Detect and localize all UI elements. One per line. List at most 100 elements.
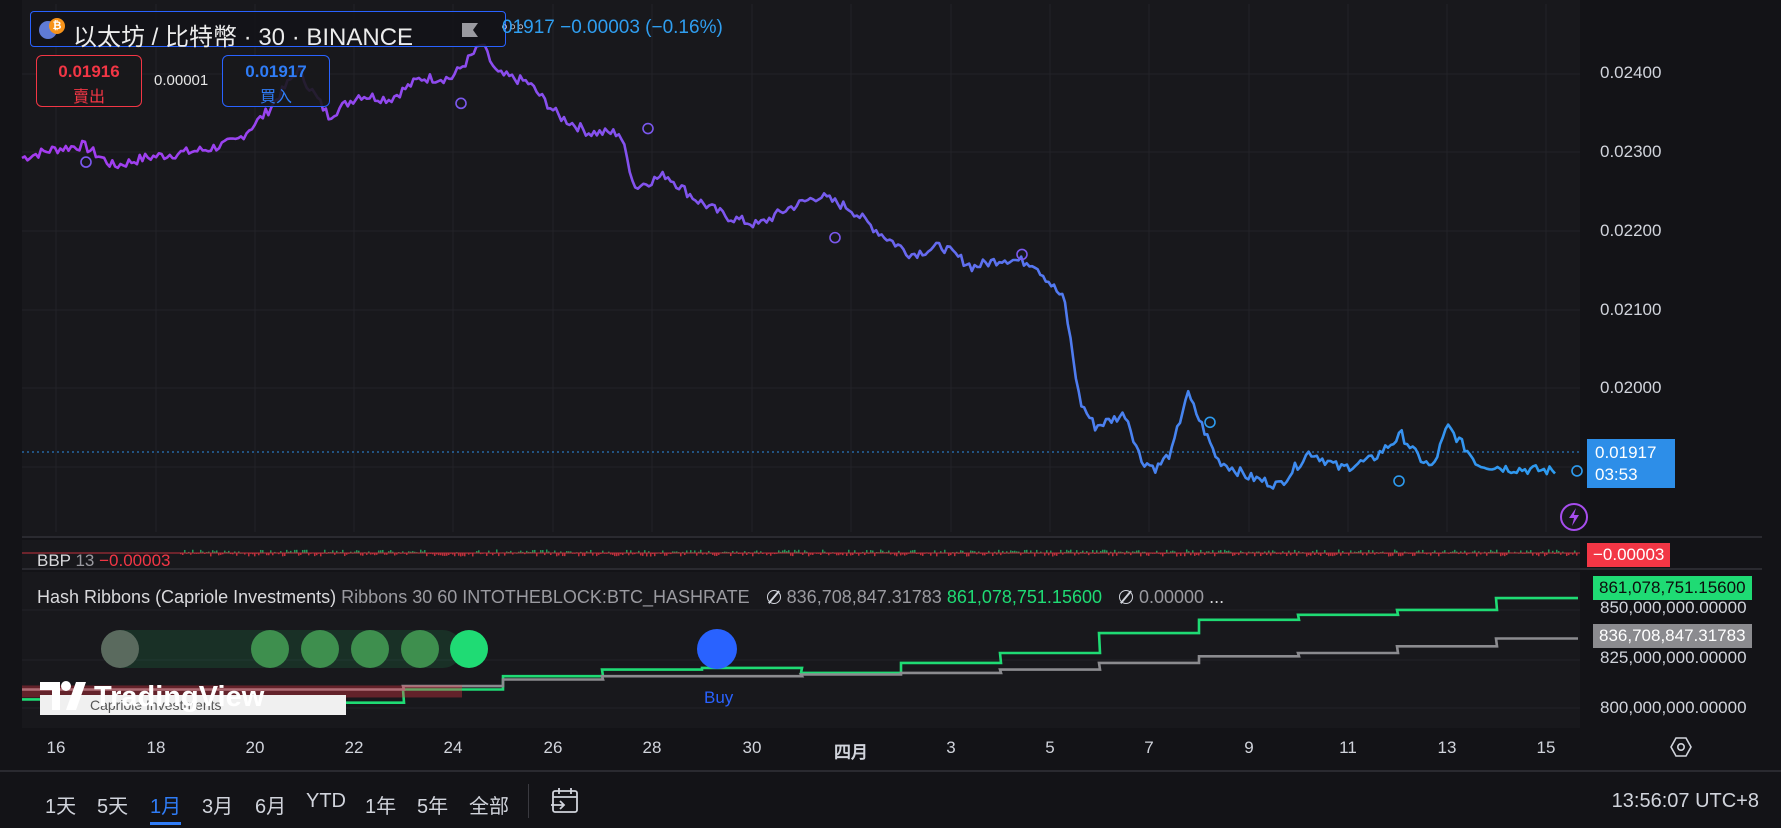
sell-button[interactable]: 0.01916 賣出 <box>36 55 142 107</box>
bbp-bar <box>1290 553 1292 556</box>
bbp-bar <box>1188 551 1190 553</box>
bbp-bar <box>454 553 456 557</box>
bbp-bar <box>1354 551 1356 553</box>
bbp-bar <box>1138 550 1140 553</box>
bbp-bar <box>1248 551 1250 553</box>
buy-button[interactable]: 0.01917 買入 <box>222 55 330 107</box>
bbp-bar <box>1026 549 1028 553</box>
pane-separator[interactable] <box>22 568 1762 570</box>
bbp-bar <box>238 551 240 553</box>
bbp-bar <box>738 553 740 555</box>
bbp-bar <box>216 550 218 553</box>
bbp-legend[interactable]: BBP 13 −0.00003 <box>37 551 171 571</box>
date-range-icon[interactable] <box>549 786 581 816</box>
bbp-bar <box>424 550 426 553</box>
bbp-bar <box>1536 553 1538 556</box>
hidden-icon[interactable] <box>766 590 781 604</box>
bbp-bar <box>290 550 292 553</box>
range-3m-button[interactable]: 3月 <box>202 796 234 818</box>
trade-marker[interactable] <box>1571 465 1583 477</box>
bbp-bar <box>258 553 260 556</box>
bbp-bar <box>234 551 236 553</box>
bbp-bar <box>670 553 672 555</box>
bbp-bar <box>464 553 466 557</box>
bbp-bar <box>1558 551 1560 553</box>
range-5d-button[interactable]: 5天 <box>97 796 129 818</box>
buy-signal-dot[interactable] <box>697 629 737 669</box>
trade-marker[interactable] <box>455 97 467 110</box>
bbp-bar <box>570 551 572 553</box>
bbp-bar <box>332 550 334 553</box>
bbp-bar <box>1412 553 1414 557</box>
bbp-bar <box>220 553 222 555</box>
bbp-bar <box>1484 551 1486 553</box>
bbp-bar <box>850 553 852 556</box>
trade-marker[interactable] <box>829 231 841 244</box>
obscured-text-box: Capriole Investments <box>40 695 346 715</box>
bbp-bar <box>518 551 520 553</box>
bbp-bar <box>614 553 616 557</box>
bbp-bar <box>180 553 182 555</box>
last-price-tag: 0.01917 03:53 <box>1587 439 1675 488</box>
bbp-bar <box>1012 551 1014 553</box>
trade-marker[interactable] <box>1393 475 1405 487</box>
trade-marker[interactable] <box>1204 416 1216 429</box>
bbp-bar <box>1176 553 1178 557</box>
bbp-bar <box>1270 553 1272 556</box>
bbp-bar <box>804 550 806 553</box>
range-1d-button[interactable]: 1天 <box>45 796 77 818</box>
bbp-length: 13 <box>75 551 95 570</box>
range-ytd-button[interactable]: YTD <box>306 790 346 812</box>
bbp-bar <box>1336 553 1338 555</box>
bbp-bar <box>970 550 972 553</box>
range-1y-button[interactable]: 1年 <box>365 796 397 818</box>
bbp-bar <box>846 553 848 556</box>
bbp-bar <box>1374 553 1376 555</box>
hidden-icon[interactable] <box>1119 590 1133 604</box>
bbp-bar <box>1414 553 1416 556</box>
bbp-bar <box>782 550 784 553</box>
bbp-bar <box>402 551 404 553</box>
trade-marker[interactable] <box>80 156 92 168</box>
range-6m-button[interactable]: 6月 <box>255 796 287 818</box>
axis-settings-icon[interactable] <box>1670 736 1692 758</box>
bbp-bar <box>1204 553 1206 556</box>
range-5y-button[interactable]: 5年 <box>417 796 449 818</box>
more-options-icon[interactable]: ◦◦◦ <box>501 16 526 38</box>
hash-ribbons-legend[interactable]: Hash Ribbons (Capriole Investments) Ribb… <box>37 587 1224 608</box>
bbp-bar <box>254 553 256 557</box>
bbp-bar <box>794 549 796 553</box>
bbp-histogram <box>22 549 1580 557</box>
clock[interactable]: 13:56:07 UTC+8 <box>1611 790 1759 812</box>
bbp-bar <box>436 553 438 555</box>
symbol-header[interactable]: ₿ 以太坊 / 比特幣 · 30 · BINANCE ◦◦◦ <box>30 11 524 51</box>
bbp-bar <box>1388 553 1390 557</box>
bbp-bar <box>360 553 362 556</box>
bbp-bar <box>644 550 646 553</box>
bbp-bar <box>1538 553 1540 557</box>
bbp-bar <box>1416 551 1418 553</box>
bbp-bar <box>996 553 998 555</box>
bbp-bar <box>910 550 912 553</box>
bbp-bar <box>472 553 474 557</box>
bbp-bar <box>864 553 866 556</box>
range-1m-button[interactable]: 1月 <box>150 790 182 825</box>
bbp-bar <box>1276 553 1278 555</box>
range-all-button[interactable]: 全部 <box>469 796 509 818</box>
bbp-bar <box>762 553 764 555</box>
bbp-bar <box>1332 553 1334 557</box>
pane-separator[interactable] <box>22 536 1762 538</box>
trade-marker[interactable] <box>1016 248 1028 261</box>
symbol-title[interactable]: 以太坊 / 比特幣 · 30 · BINANCE <box>73 24 414 51</box>
bbp-bar <box>1504 553 1506 557</box>
bbp-bar <box>620 553 622 555</box>
bbp-bar <box>1034 553 1036 557</box>
bbp-bar <box>1308 553 1310 556</box>
lightning-icon[interactable] <box>1559 502 1589 532</box>
bbp-bar <box>444 553 446 556</box>
trade-marker[interactable] <box>642 122 654 135</box>
bbp-bar <box>452 553 454 555</box>
flag-icon[interactable] <box>461 22 479 38</box>
bbp-bar <box>366 553 368 555</box>
bbp-bar <box>894 553 896 556</box>
